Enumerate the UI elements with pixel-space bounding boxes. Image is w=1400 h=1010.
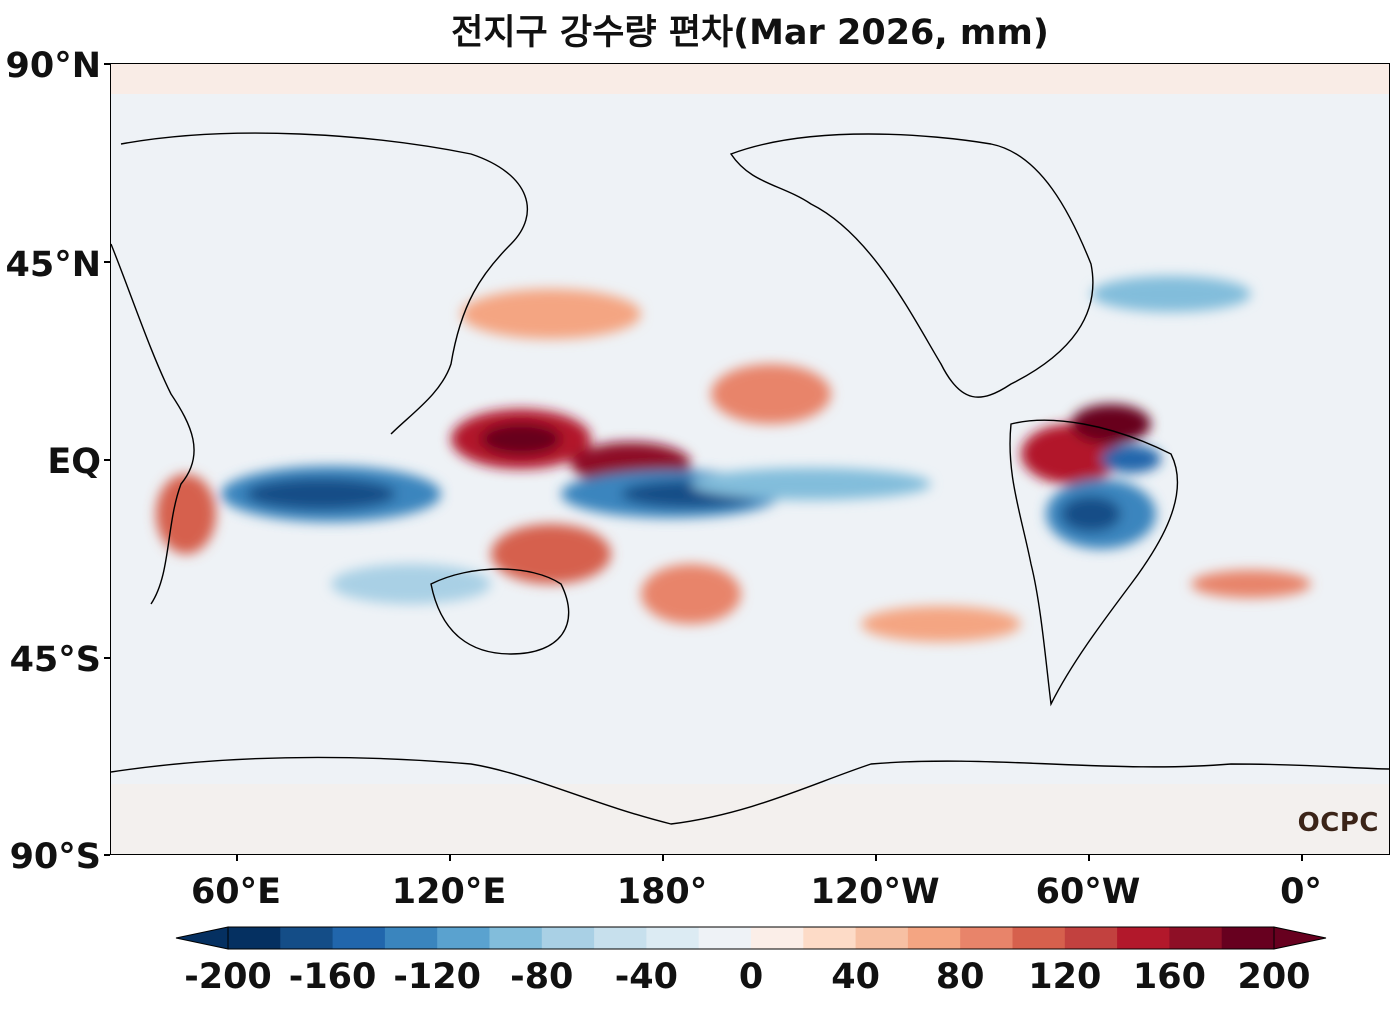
colorbar-segment <box>1012 927 1066 949</box>
ocpc-logo: OCPC <box>1297 808 1379 838</box>
lon-tick-60e <box>236 855 238 861</box>
chart-title: 전지구 강수량 편차(Mar 2026, mm) <box>451 13 1049 53</box>
colorbar-segment <box>803 927 857 949</box>
colorbar-segment <box>1169 927 1223 949</box>
arctic-band <box>111 64 1389 94</box>
lat-tick-90s <box>104 854 110 856</box>
lon-tick-120e <box>449 855 451 861</box>
colorbar-segment <box>751 927 804 949</box>
lat-tick-45s <box>104 657 110 659</box>
colorbar-tick-label: -40 <box>614 957 679 997</box>
anomaly-blobs <box>156 276 1311 642</box>
lat-label-90n: 90°N <box>5 46 102 86</box>
colorbar-tick-label: -200 <box>184 957 272 997</box>
colorbar-segment <box>1064 927 1118 949</box>
colorbar-tick-label: -160 <box>288 957 377 997</box>
lat-label-eq: EQ <box>47 442 101 482</box>
colorbar-tick-label: 0 <box>738 957 764 997</box>
colorbar-segment <box>907 927 961 949</box>
antarctic-band <box>111 784 1389 854</box>
colorbar-segment <box>280 927 334 949</box>
lon-label-180: 180° <box>616 872 708 912</box>
lon-label-60e: 60°E <box>190 872 282 912</box>
lon-tick-0 <box>1301 855 1303 861</box>
lon-label-0: 0° <box>1280 872 1322 912</box>
colorbar-extend-high <box>1273 926 1327 950</box>
lon-tick-120w <box>875 855 877 861</box>
colorbar-segment <box>1221 927 1275 949</box>
colorbar-segment <box>489 927 543 949</box>
colorbar-tick-label: -80 <box>510 957 574 997</box>
colorbar-extend-low <box>175 926 229 950</box>
colorbar-segment <box>437 927 490 949</box>
colorbar-segment <box>1117 927 1170 949</box>
colorbar-segment <box>594 927 647 949</box>
colorbar-segment <box>228 927 281 949</box>
lon-tick-60w <box>1088 855 1090 861</box>
lat-tick-45n <box>104 261 110 263</box>
lat-tick-eq <box>104 459 110 461</box>
coastlines <box>111 132 1389 825</box>
colorbar-tick-label: 80 <box>935 957 985 997</box>
map-panel: OCPC <box>110 63 1390 855</box>
lon-tick-180 <box>662 855 664 861</box>
colorbar-segment <box>855 927 909 949</box>
colorbar-segment <box>332 927 386 949</box>
colorbar-tick-label: -120 <box>393 957 481 997</box>
colorbar-tick-label: 120 <box>1028 957 1102 997</box>
colorbar-tick-label: 200 <box>1237 957 1311 997</box>
colorbar-segment <box>960 927 1013 949</box>
lat-tick-90n <box>104 63 110 65</box>
lat-label-45s: 45°S <box>9 640 101 680</box>
lat-label-90s: 90°S <box>9 837 101 877</box>
anomaly-field <box>111 64 1389 854</box>
colorbar-tick-label: 160 <box>1132 957 1206 997</box>
lon-label-120e: 120°E <box>391 872 507 912</box>
colorbar-segment <box>646 927 700 949</box>
colorbar-frame <box>227 926 1275 950</box>
lat-label-45n: 45°N <box>5 245 102 285</box>
colorbar-tick-label: 40 <box>831 957 880 997</box>
colorbar-segment <box>541 927 595 949</box>
colorbar-segment <box>384 927 438 949</box>
colorbar <box>175 926 1327 950</box>
colorbar-segment <box>698 927 752 949</box>
lon-label-120w: 120°W <box>810 872 940 912</box>
lon-label-60w: 60°W <box>1035 872 1141 912</box>
